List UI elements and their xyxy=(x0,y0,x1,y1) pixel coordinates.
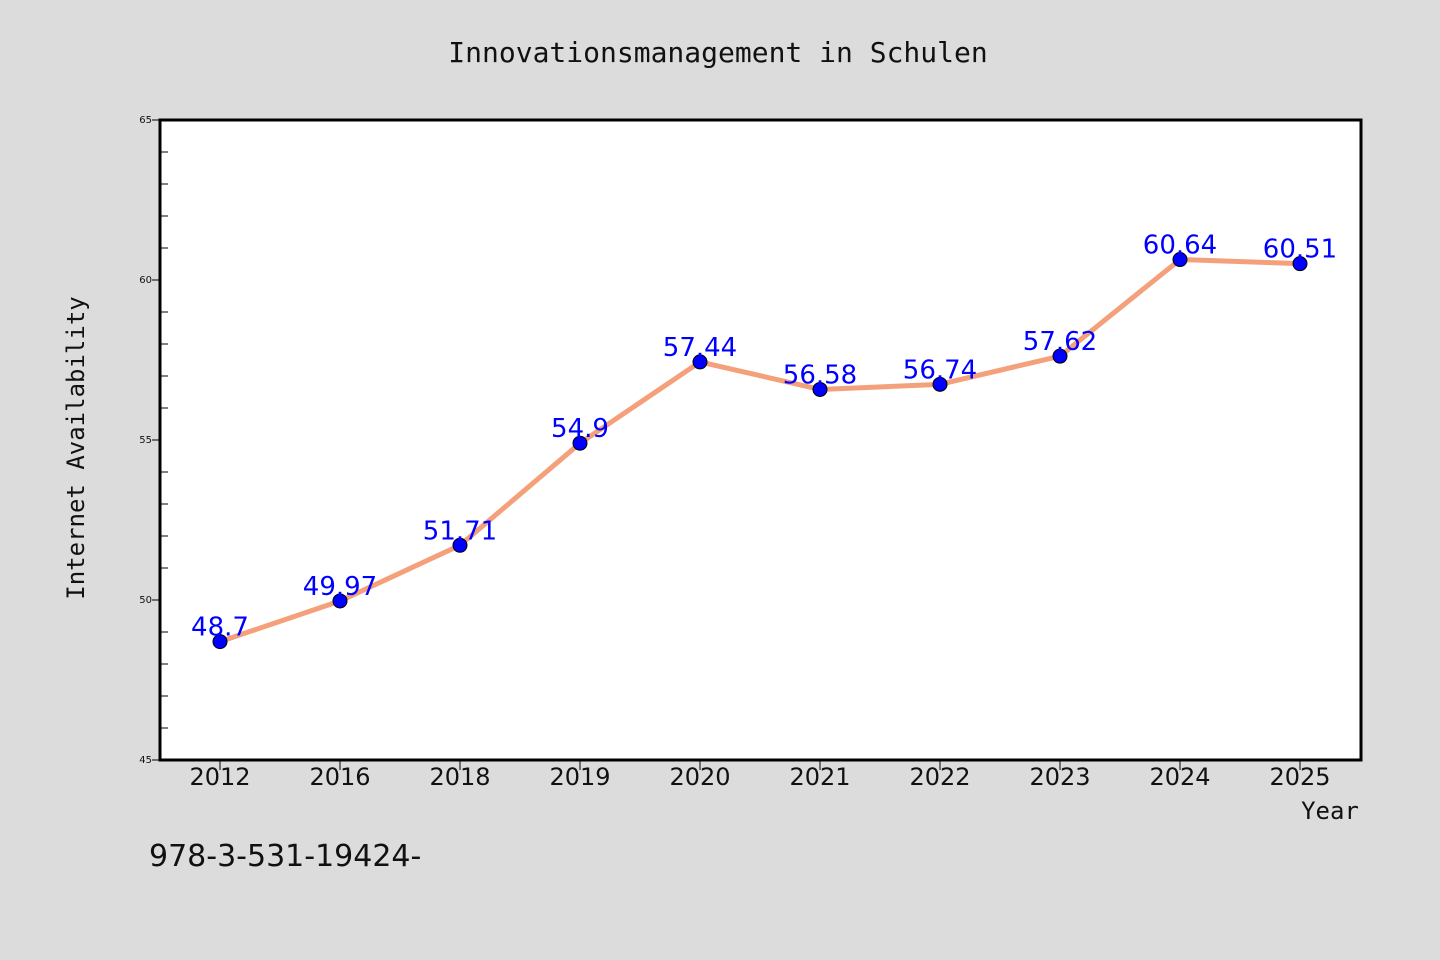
data-point-2022 xyxy=(932,376,948,392)
data-label-2016: 49.97 xyxy=(303,572,377,602)
data-label-2020: 57.44 xyxy=(663,333,737,363)
y-tick-label-55: 55 xyxy=(139,435,152,446)
data-point-2016 xyxy=(332,593,348,609)
data-label-2012: 48.7 xyxy=(191,613,249,643)
x-tick-label-2023: 2023 xyxy=(1029,763,1090,791)
data-label-layer: 48.7 49.97 51.71 54.9 57.44 56.58 56.74 57.62 60… xyxy=(191,231,1337,643)
x-tick-label-2020: 2020 xyxy=(669,763,730,791)
y-tick-label-50: 50 xyxy=(139,595,152,606)
data-point-2023 xyxy=(1052,348,1068,364)
x-tick-label-2021: 2021 xyxy=(789,763,850,791)
data-label-2022: 56.74 xyxy=(903,355,977,385)
x-tick-label-2019: 2019 xyxy=(549,763,610,791)
data-label-2021: 56.58 xyxy=(783,360,857,390)
series-layer xyxy=(212,252,1308,650)
x-axis: 2012 2016 2018 2019 2020 2021 2022 2023 2024 2025 xyxy=(189,760,1331,791)
data-label-2024: 60.64 xyxy=(1143,231,1217,261)
x-tick-label-2024: 2024 xyxy=(1149,763,1210,791)
y-axis: 45 50 55 60 65 xyxy=(139,115,168,766)
y-tick-label-45: 45 xyxy=(139,755,152,766)
series-line xyxy=(217,257,1303,645)
x-tick-label-2025: 2025 xyxy=(1269,763,1330,791)
data-point-2020 xyxy=(692,354,708,370)
data-point-2018 xyxy=(452,537,468,553)
x-tick-label-2016: 2016 xyxy=(309,763,370,791)
data-point-2012 xyxy=(212,634,228,650)
data-point-2021 xyxy=(812,381,828,397)
data-point-2025 xyxy=(1292,256,1308,272)
x-tick-label-2022: 2022 xyxy=(909,763,970,791)
data-label-2023: 57.62 xyxy=(1023,327,1097,357)
plot-area xyxy=(158,118,1363,762)
footer-text: 978-3-531-19424- xyxy=(149,839,421,874)
y-tick-label-60: 60 xyxy=(139,275,152,286)
y-axis-label: Internet Availability xyxy=(62,296,90,599)
data-label-2019: 54.9 xyxy=(551,414,609,444)
x-axis-label: Year xyxy=(1301,797,1359,825)
data-point-2019 xyxy=(572,435,588,451)
x-tick-label-2012: 2012 xyxy=(189,763,250,791)
data-point-2024 xyxy=(1172,252,1188,268)
chart-title: Innovationsmanagement in Schulen xyxy=(448,36,987,69)
y-tick-label-65: 65 xyxy=(139,115,152,126)
data-label-2018: 51.71 xyxy=(423,516,497,546)
x-tick-label-2018: 2018 xyxy=(429,763,490,791)
data-label-2025: 60.51 xyxy=(1263,235,1337,265)
